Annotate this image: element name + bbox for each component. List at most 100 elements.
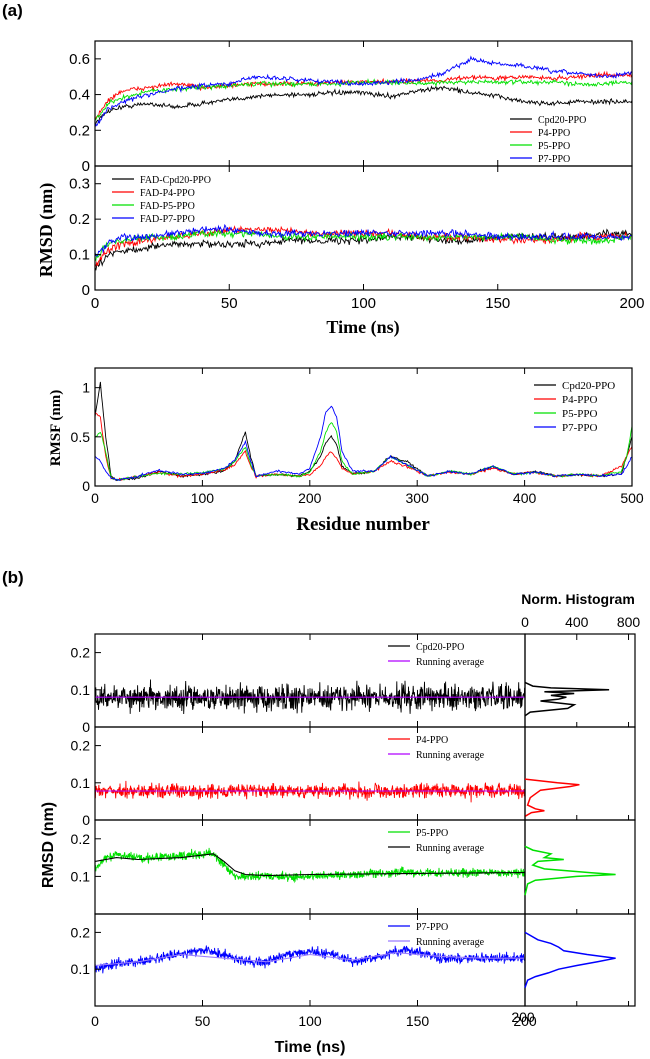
legend-entry: FAD-P7-PPO xyxy=(140,214,195,225)
x-tick-label: 150 xyxy=(406,1013,430,1029)
legend-entry: Running average xyxy=(416,750,485,761)
series-line-2 xyxy=(95,422,632,481)
plot-frame xyxy=(94,367,633,487)
rmsf-xlabel: Residue number xyxy=(296,514,430,535)
legend-entry: FAD-P5-PPO xyxy=(140,201,195,212)
series-line-0 xyxy=(95,381,632,482)
series-line-0 xyxy=(95,85,632,124)
y-tick-label: 1 xyxy=(82,380,90,396)
legend-entry: P5-PPO xyxy=(562,408,598,420)
histogram-panel xyxy=(524,633,636,728)
histogram-curve xyxy=(524,778,580,817)
y-tick-label: 0.1 xyxy=(71,868,91,884)
histogram-curve xyxy=(524,845,616,896)
y-tick-label: 0.2 xyxy=(71,738,91,754)
series-line-1 xyxy=(95,70,632,121)
x-tick-label: 0 xyxy=(91,1013,99,1029)
histogram-curve xyxy=(524,931,616,988)
series-line-0 xyxy=(95,847,525,884)
legend-entry: P4-PPO xyxy=(416,735,448,746)
x-tick-label: 150 xyxy=(485,295,510,312)
x-tick-label: 400 xyxy=(513,490,537,506)
legend-entry: P4-PPO xyxy=(538,128,570,139)
legend: Cpd20-PPO Running average xyxy=(388,642,485,668)
x-tick-label: 500 xyxy=(620,490,644,506)
legend-entry: Cpd20-PPO xyxy=(538,115,586,126)
series-group xyxy=(95,945,525,974)
x-tick-label: 0 xyxy=(91,490,99,506)
series-group xyxy=(95,223,632,271)
histogram-bottom-tick-label: 200 xyxy=(511,1009,535,1025)
series-line-1 xyxy=(95,853,525,877)
y-tick-label: 0.2 xyxy=(71,645,91,661)
plot-frame xyxy=(94,726,526,821)
rmsd-top-plot: 0 0.2 0.4 0.6 Cpd20-PPO P4-PPO P5-PPO P7-PPO xyxy=(69,40,633,175)
legend: Cpd20-PPO P4-PPO P5-PPO P7-PPO xyxy=(534,380,615,434)
histogram-frame xyxy=(524,819,636,915)
legend: P7-PPO Running average xyxy=(388,922,485,948)
series-line-1 xyxy=(95,952,525,967)
b-p4-plot: 0 0.1 0.2 P4-PPO Running average xyxy=(71,726,636,828)
legend-entry: P5-PPO xyxy=(416,828,448,839)
y-tick-label: 0.5 xyxy=(71,429,91,445)
legend-entry: Running average xyxy=(416,937,485,948)
series-group xyxy=(95,679,525,715)
y-tick-label: 0 xyxy=(82,158,90,175)
panel-label-a: (a) xyxy=(2,1,23,20)
x-tick-label: 0 xyxy=(91,295,99,312)
legend-entry: FAD-P4-PPO xyxy=(140,188,195,199)
series-line-3 xyxy=(95,223,632,257)
legend-entry: FAD-Cpd20-PPO xyxy=(140,175,211,186)
series-line-3 xyxy=(95,55,632,128)
a-time-xlabel: Time (ns) xyxy=(326,317,399,338)
x-tick-label: 50 xyxy=(221,295,238,312)
legend-entry: Cpd20-PPO xyxy=(416,642,464,653)
b-p7-plot: 0 50 100 150 200 0.1 0.2 P7-PPO Running average xyxy=(71,913,636,1029)
series-line-0 xyxy=(95,945,525,974)
legend-entry: Running average xyxy=(416,843,485,854)
histogram-top-tick-label: 400 xyxy=(565,614,589,630)
panel-label-b: (b) xyxy=(2,568,24,587)
legend: P4-PPO Running average xyxy=(388,735,485,761)
y-tick-label: 0.3 xyxy=(69,176,90,193)
y-tick-label: 0.1 xyxy=(69,247,90,264)
y-tick-label: 0 xyxy=(82,478,90,494)
y-tick-label: 0.4 xyxy=(69,87,90,104)
y-tick-label: 0.1 xyxy=(71,961,91,977)
y-tick-label: 0.2 xyxy=(71,831,91,847)
x-tick-label: 50 xyxy=(195,1013,211,1029)
x-tick-label: 100 xyxy=(191,490,215,506)
series-group xyxy=(95,780,525,803)
histogram-title: Norm. Histogram xyxy=(521,591,635,607)
series-line-3 xyxy=(95,405,632,482)
series-line-0 xyxy=(95,780,525,803)
series-line-0 xyxy=(95,679,525,715)
legend-entry: Cpd20-PPO xyxy=(562,380,615,392)
b-p5-plot: 0.1 0.2 P5-PPO Running average xyxy=(71,819,636,915)
series-group xyxy=(95,847,525,884)
y-tick-label: 0.1 xyxy=(71,682,91,698)
legend: P5-PPO Running average xyxy=(388,828,485,854)
histogram-frame xyxy=(524,913,636,1007)
histogram-curve xyxy=(524,681,610,717)
histogram-frame xyxy=(524,726,636,821)
series-group xyxy=(95,55,632,128)
plot-frame xyxy=(94,819,526,915)
rmsf-ylabel: RMSF (nm) xyxy=(48,390,64,467)
y-tick-label: 0.2 xyxy=(69,211,90,228)
legend: Cpd20-PPO P4-PPO P5-PPO P7-PPO xyxy=(510,115,586,165)
y-tick-label: 0.2 xyxy=(69,122,90,139)
y-tick-label: 0 xyxy=(82,719,90,735)
legend-entry: P7-PPO xyxy=(416,922,448,933)
histogram-panel xyxy=(524,726,636,821)
x-tick-label: 300 xyxy=(406,490,430,506)
y-tick-label: 0.6 xyxy=(69,51,90,68)
histogram-frame xyxy=(524,633,636,728)
legend: FAD-Cpd20-PPO FAD-P4-PPO FAD-P5-PPO FAD-P7-… xyxy=(112,175,211,225)
legend-entry: P7-PPO xyxy=(538,154,570,165)
rmsf-plot: 0 100 200 300 400 500 0 0.5 1 Cpd20-PPO P4-PPO P5-P… xyxy=(71,367,644,506)
legend-entry: P7-PPO xyxy=(562,422,598,434)
y-tick-label: 0.1 xyxy=(71,775,91,791)
legend-entry: Running average xyxy=(416,657,485,668)
